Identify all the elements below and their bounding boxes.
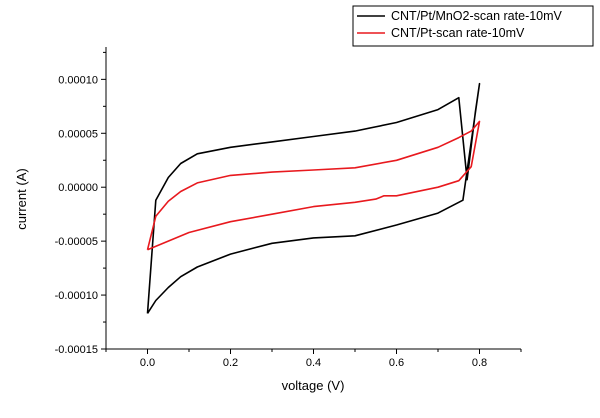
legend-box: [352, 5, 594, 47]
series-line-1: [146, 82, 481, 314]
x-tick-label: 0.4: [306, 357, 321, 369]
legend-label-2: CNT/Pt-scan rate-10mV: [391, 26, 525, 40]
y-tick-label: 0.00010: [58, 74, 98, 86]
series-line-2: [146, 120, 481, 251]
y-tick-label: -0.00005: [55, 236, 98, 248]
y-tick-label: 0.00005: [58, 128, 98, 140]
x-tick-label: 0.2: [223, 357, 238, 369]
y-tick-label: 0.00000: [58, 182, 98, 194]
x-tick-label: 0.0: [140, 357, 155, 369]
x-axis-label: voltage (V): [282, 378, 345, 393]
y-tick-label: -0.00010: [55, 290, 98, 302]
y-axis-label: current (A): [14, 168, 29, 229]
x-tick-label: 0.6: [389, 357, 404, 369]
legend-label-1: CNT/Pt/MnO2-scan rate-10mV: [391, 9, 563, 23]
x-tick-label: 0.8: [472, 357, 487, 369]
y-tick-label: -0.00015: [55, 344, 98, 356]
